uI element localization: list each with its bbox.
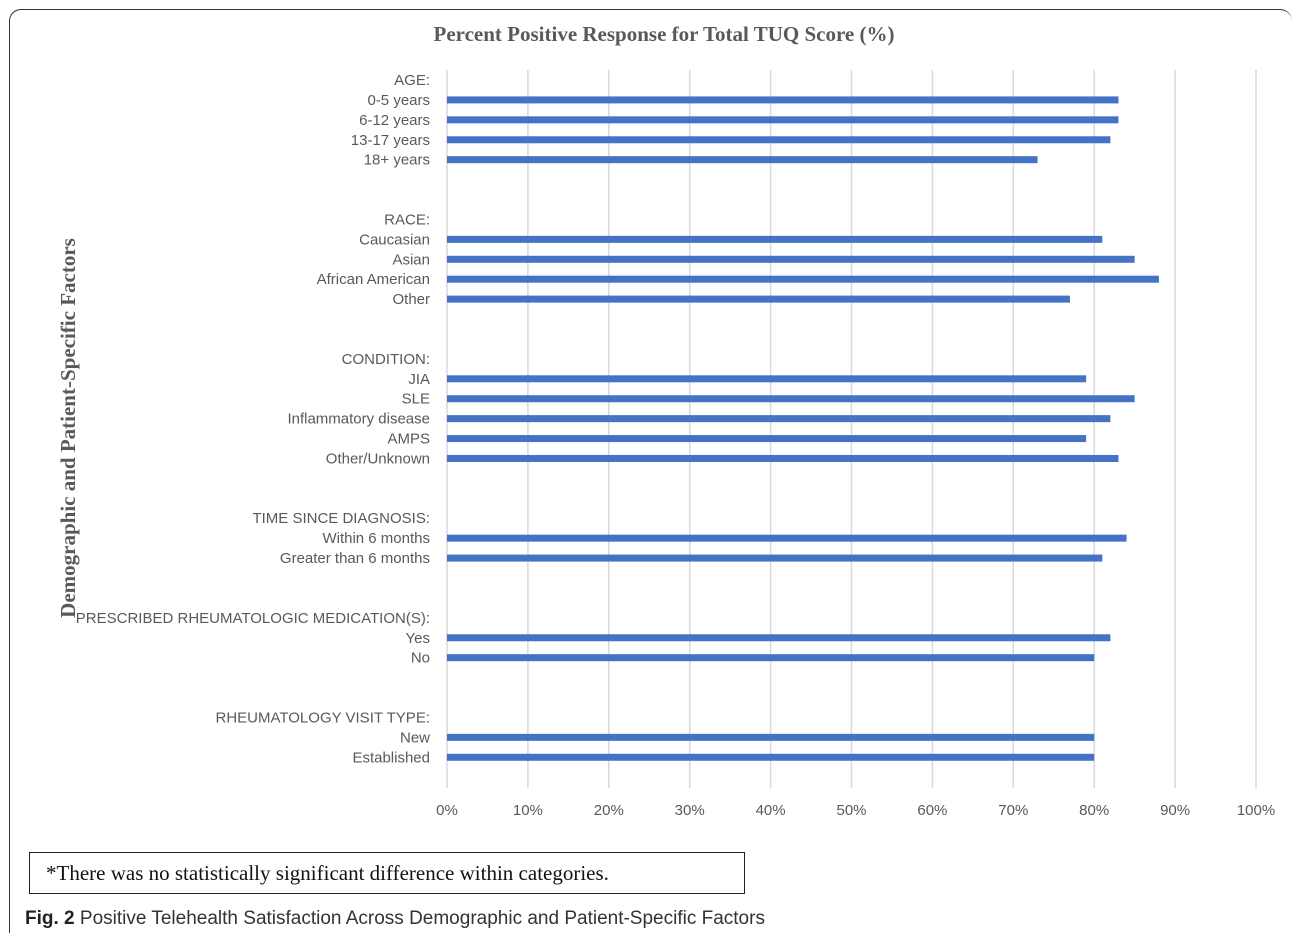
bar — [447, 454, 1119, 462]
bar — [447, 654, 1095, 662]
x-tick-label: 10% — [513, 802, 543, 819]
bar — [447, 156, 1038, 164]
x-tick-label: 80% — [1079, 802, 1109, 819]
bar — [447, 534, 1127, 542]
x-tick-label: 20% — [594, 802, 624, 819]
bar — [447, 235, 1103, 243]
bar — [447, 435, 1087, 443]
bar — [447, 136, 1111, 144]
gridlines — [446, 70, 1257, 788]
category-label: Within 6 months — [322, 530, 430, 547]
category-group-label: CONDITION: — [342, 351, 430, 368]
category-label: Established — [352, 749, 430, 766]
category-label: Greater than 6 months — [280, 550, 430, 567]
y-axis-label: Demographic and Patient-Specific Factors — [56, 238, 80, 618]
bar — [447, 554, 1103, 562]
x-tick-label: 30% — [675, 802, 705, 819]
figure-frame — [9, 9, 1292, 933]
chart-title: Percent Positive Response for Total TUQ … — [434, 22, 895, 46]
x-tick-label: 40% — [756, 802, 786, 819]
category-label: Yes — [406, 630, 430, 647]
bar — [447, 295, 1070, 303]
category-label: AMPS — [387, 431, 430, 448]
category-label: African American — [317, 271, 430, 288]
category-label: Inflammatory disease — [287, 411, 430, 428]
category-label: 6-12 years — [359, 112, 430, 129]
category-label: Asian — [392, 251, 430, 268]
bar — [447, 415, 1111, 423]
category-labels: AGE: 0-5 years 6-12 years 13-17 years 18+ ye… — [76, 72, 430, 766]
category-label: Other/Unknown — [326, 450, 430, 467]
category-group-label: PRESCRIBED RHEUMATOLOGIC MEDICATION(S): — [76, 610, 430, 627]
category-label: SLE — [402, 391, 430, 408]
bar — [447, 375, 1087, 383]
category-label: New — [400, 729, 430, 746]
category-group-label: RACE: — [384, 211, 430, 228]
caption-label: Fig. 2 — [25, 908, 75, 929]
x-tick-label: 100% — [1237, 802, 1275, 819]
bar — [447, 733, 1095, 741]
bar — [447, 275, 1159, 283]
bar — [447, 395, 1135, 403]
bars — [447, 96, 1159, 761]
category-group-label: AGE: — [394, 72, 430, 89]
bar-chart: Percent Positive Response for Total TUQ … — [56, 22, 1275, 819]
x-tick-label: 90% — [1160, 802, 1190, 819]
figure-caption: Fig. 2 Positive Telehealth Satisfaction … — [25, 908, 765, 930]
footnote-text: *There was no statistically significant … — [46, 861, 609, 885]
category-label: 0-5 years — [367, 92, 430, 109]
category-group-label: TIME SINCE DIAGNOSIS: — [252, 510, 430, 527]
x-tick-label: 50% — [836, 802, 866, 819]
category-label: No — [411, 650, 430, 667]
bar — [447, 116, 1119, 124]
x-tick-label: 70% — [998, 802, 1028, 819]
bar — [447, 255, 1135, 263]
bar — [447, 96, 1119, 104]
x-tick-labels: 0% 10% 20% 30% 40% 50% 60% 70% 80% 90% 100% — [436, 802, 1275, 819]
category-label: JIA — [408, 371, 430, 388]
caption-text: Positive Telehealth Satisfaction Across … — [79, 908, 765, 929]
bar — [447, 753, 1095, 761]
bar — [447, 634, 1111, 642]
category-label: 18+ years — [364, 152, 430, 169]
category-label: Other — [392, 291, 430, 308]
x-tick-label: 60% — [917, 802, 947, 819]
footnote-box: *There was no statistically significant … — [29, 852, 745, 894]
category-label: 13-17 years — [351, 132, 430, 149]
category-group-label: RHEUMATOLOGY VISIT TYPE: — [215, 709, 430, 726]
x-tick-label: 0% — [436, 802, 458, 819]
category-label: Caucasian — [359, 231, 430, 248]
